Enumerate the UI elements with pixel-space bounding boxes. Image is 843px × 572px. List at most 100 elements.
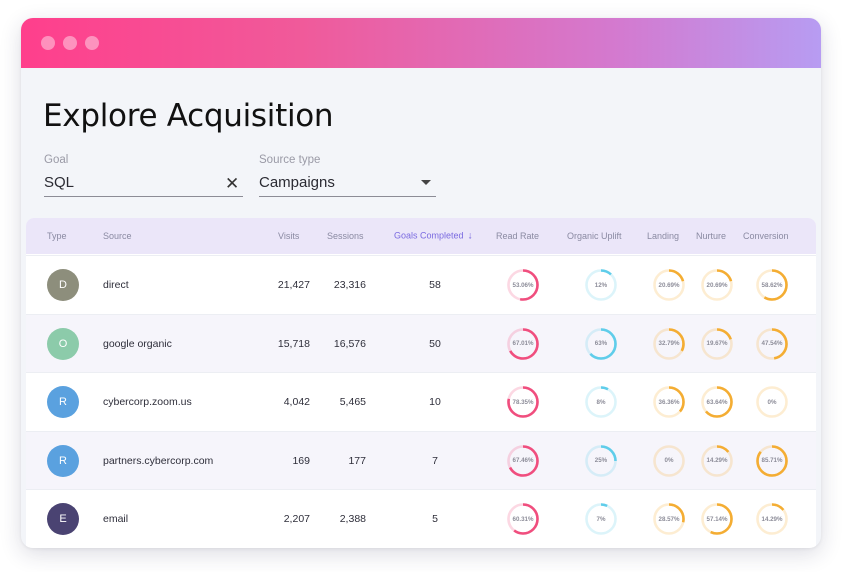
sessions-cell: 177: [348, 454, 366, 467]
source-cell: direct: [103, 279, 129, 291]
ring-value: 25%: [594, 457, 608, 464]
nurture-ring: 14.29%: [700, 444, 734, 478]
column-header-source[interactable]: Source: [103, 231, 132, 241]
goals-cell: 58: [429, 279, 441, 291]
sessions-cell: 16,576: [333, 337, 366, 350]
column-header-read-rate[interactable]: Read Rate: [496, 231, 540, 241]
goals-cell: 50: [429, 337, 441, 350]
sessions-cell: 23,316: [333, 279, 366, 291]
column-header-sessions[interactable]: Sessions: [327, 231, 364, 241]
read-rate-ring: 67.01%: [506, 327, 540, 361]
goal-input[interactable]: SQL: [44, 174, 75, 191]
visits-cell: 4,042: [283, 396, 310, 408]
goals-completed-label: Goals Completed: [394, 230, 464, 241]
column-header-type[interactable]: Type: [47, 231, 67, 241]
avatar: D: [47, 269, 79, 301]
conversion-ring: 0%: [755, 385, 789, 419]
column-header-nurture[interactable]: Nurture: [696, 231, 727, 241]
page-title: Explore Acquisition: [43, 98, 334, 134]
source-type-select[interactable]: Campaigns: [259, 174, 335, 191]
ring-value: 0%: [664, 457, 674, 464]
landing-ring: 36.36%: [652, 385, 686, 419]
goal-underline: [44, 196, 243, 197]
ring-value: 28.57%: [658, 515, 680, 523]
ring-value: 58.62%: [761, 281, 783, 289]
column-header-conversion[interactable]: Conversion: [743, 231, 789, 241]
column-header-visits[interactable]: Visits: [278, 231, 300, 241]
organic-uplift-ring: 7%: [584, 502, 618, 536]
app-window: Explore Acquisition Goal SQL ✕ Source ty…: [21, 18, 821, 548]
conversion-ring: 85.71%: [755, 444, 789, 478]
acquisition-table: Type Source Visits Sessions Goals Comple…: [26, 218, 816, 548]
organic-uplift-ring: 12%: [584, 268, 618, 302]
window-maximize-dot[interactable]: [85, 36, 99, 50]
ring-value: 32.79%: [658, 340, 680, 347]
landing-ring: 20.69%: [652, 268, 686, 302]
conversion-ring: 14.29%: [755, 502, 789, 536]
main-content: Explore Acquisition Goal SQL ✕ Source ty…: [21, 68, 821, 548]
goal-label: Goal: [44, 154, 69, 166]
visits-cell: 2,207: [283, 513, 310, 525]
ring-value: 85.71%: [761, 457, 783, 464]
avatar: E: [47, 503, 79, 535]
source-cell: cybercorp.zoom.us: [103, 396, 192, 408]
ring-value: 20.69%: [706, 281, 728, 289]
organic-uplift-ring: 25%: [584, 444, 618, 478]
organic-uplift-ring: 8%: [584, 385, 618, 419]
sessions-cell: 5,465: [339, 396, 366, 408]
source-type-label: Source type: [259, 154, 321, 166]
table-header: Type Source Visits Sessions Goals Comple…: [26, 218, 816, 254]
ring-value: 36.36%: [658, 398, 680, 406]
ring-value: 63%: [594, 340, 608, 347]
landing-ring: 32.79%: [652, 327, 686, 361]
ring-value: 67.01%: [512, 340, 534, 347]
ring-value: 0%: [767, 398, 777, 406]
source-cell: partners.cybercorp.com: [103, 454, 214, 467]
ring-value: 20.69%: [658, 281, 680, 289]
arrow-down-icon: ↓: [467, 230, 473, 242]
ring-value: 63.64%: [706, 398, 728, 406]
avatar: R: [47, 444, 79, 477]
landing-ring: 0%: [652, 444, 686, 478]
window-minimize-dot[interactable]: [63, 36, 77, 50]
read-rate-ring: 78.35%: [506, 385, 540, 419]
source-cell: google organic: [103, 337, 172, 350]
source-type-underline: [259, 196, 436, 197]
caret-down-icon[interactable]: [421, 180, 431, 185]
ring-value: 60.31%: [512, 515, 534, 523]
goals-cell: 10: [429, 396, 441, 408]
ring-value: 8%: [596, 398, 606, 406]
ring-value: 67.46%: [512, 457, 534, 464]
goals-cell: 7: [432, 454, 438, 467]
avatar: R: [47, 386, 79, 418]
nurture-ring: 19.67%: [700, 327, 734, 361]
source-cell: email: [103, 513, 129, 525]
ring-value: 14.29%: [761, 515, 783, 523]
ring-value: 47.54%: [761, 340, 783, 347]
ring-value: 53.06%: [512, 281, 534, 289]
column-header-goals-completed[interactable]: Goals Completed ↓: [394, 231, 473, 242]
read-rate-ring: 67.46%: [506, 444, 540, 478]
nurture-ring: 63.64%: [700, 385, 734, 419]
conversion-ring: 47.54%: [755, 327, 789, 361]
ring-value: 12%: [594, 281, 608, 289]
landing-ring: 28.57%: [652, 502, 686, 536]
nurture-ring: 20.69%: [700, 268, 734, 302]
visits-cell: 15,718: [277, 337, 310, 350]
ring-value: 14.29%: [706, 457, 728, 464]
ring-value: 57.14%: [706, 515, 728, 523]
close-icon[interactable]: ✕: [225, 174, 240, 193]
column-header-organic-uplift[interactable]: Organic Uplift: [567, 231, 622, 241]
visits-cell: 21,427: [277, 279, 310, 291]
read-rate-ring: 53.06%: [506, 268, 540, 302]
window-close-dot[interactable]: [41, 36, 55, 50]
ring-value: 19.67%: [706, 340, 728, 347]
visits-cell: 169: [292, 454, 310, 467]
column-header-landing[interactable]: Landing: [647, 231, 680, 241]
goals-cell: 5: [432, 513, 438, 525]
